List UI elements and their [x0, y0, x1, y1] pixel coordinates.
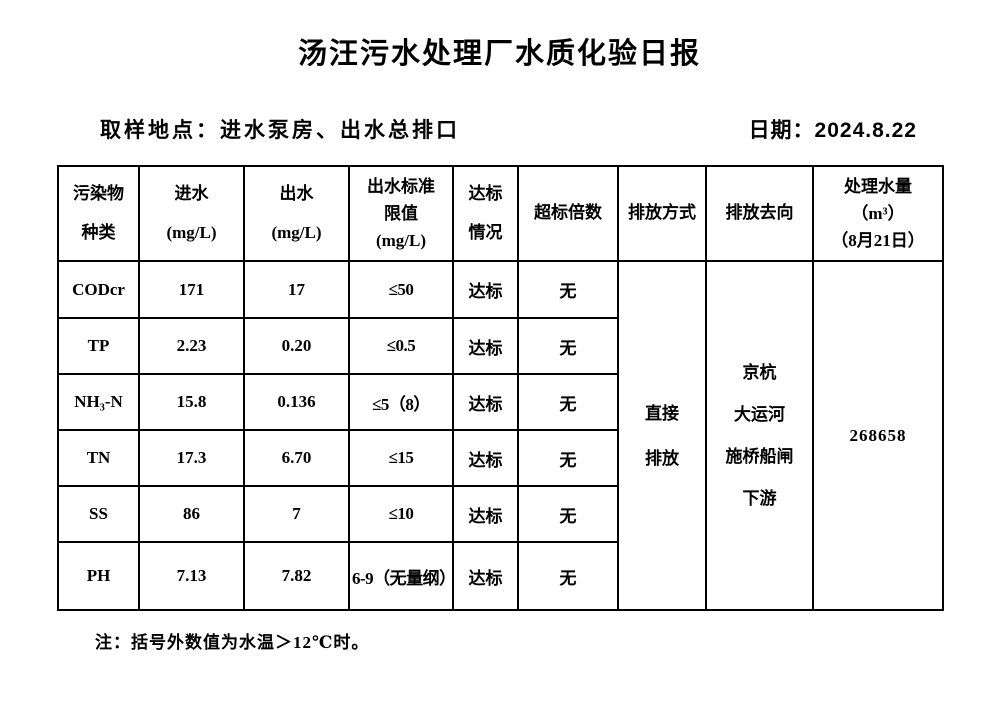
sampling-location: 取样地点：进水泵房、出水总排口 — [100, 119, 460, 142]
cell-influent: 2.23 — [138, 317, 245, 375]
cell-pollutant: TP — [57, 317, 140, 375]
cell-compliance: 达标 — [452, 260, 519, 319]
cell-compliance: 达标 — [452, 429, 519, 487]
cell-effluent: 17 — [243, 260, 350, 319]
cell-influent: 171 — [138, 260, 245, 319]
cell-compliance: 达标 — [452, 373, 519, 431]
cell-limit: ≤5（8） — [348, 373, 454, 431]
cell-compliance: 达标 — [452, 485, 519, 543]
meta-row: 取样地点：进水泵房、出水总排口 日期：2024.8.22 — [0, 114, 999, 144]
cell-limit: 6-9（无量纲） — [348, 541, 454, 611]
header-compliance: 达标 情况 — [452, 165, 519, 262]
table-row-codcr: CODcr 171 17 ≤50 达标 无 直接 排放 京杭 大运河 施桥船闸 … — [57, 260, 944, 611]
report-date: 日期：2024.8.22 — [748, 119, 917, 142]
header-discharge-method: 排放方式 — [617, 165, 707, 262]
table-row-tn: TN 17.3 6.70 ≤15 达标 无 — [57, 429, 943, 487]
table-header-row: 污染物 种类 进水 (mg/L) 出水 (mg/L) 出水标准 限值 (mg/L… — [57, 165, 944, 262]
water-quality-table: 污染物 种类 进水 (mg/L) 出水 (mg/L) 出水标准 限值 (mg/L… — [57, 165, 944, 611]
cell-exceed: 无 — [517, 373, 619, 431]
header-discharge-destination: 排放去向 — [705, 165, 814, 262]
header-treated-volume: 处理水量 （m³） （8月21日） — [812, 165, 944, 262]
cell-treated-volume: 268658 — [812, 260, 944, 611]
header-effluent: 出水 (mg/L) — [243, 165, 350, 262]
cell-exceed: 无 — [517, 429, 619, 487]
cell-influent: 15.8 — [138, 373, 245, 431]
cell-pollutant: CODcr — [57, 260, 140, 319]
cell-limit: ≤15 — [348, 429, 454, 487]
header-exceed-multiple: 超标倍数 — [517, 165, 619, 262]
cell-pollutant: NH₃-N — [57, 373, 140, 431]
header-effluent-limit: 出水标准 限值 (mg/L) — [348, 165, 454, 262]
cell-limit: ≤10 — [348, 485, 454, 543]
cell-effluent: 7.82 — [243, 541, 350, 611]
cell-influent: 7.13 — [138, 541, 245, 611]
cell-influent: 17.3 — [138, 429, 245, 487]
cell-effluent: 6.70 — [243, 429, 350, 487]
header-pollutant-type: 污染物 种类 — [57, 165, 140, 262]
cell-compliance: 达标 — [452, 317, 519, 375]
cell-limit: ≤50 — [348, 260, 454, 319]
cell-exceed: 无 — [517, 317, 619, 375]
cell-compliance: 达标 — [452, 541, 519, 611]
footnote: 注：括号外数值为水温＞12℃时。 — [95, 633, 370, 652]
cell-limit: ≤0.5 — [348, 317, 454, 375]
header-influent: 进水 (mg/L) — [138, 165, 245, 262]
report-title: 汤汪污水处理厂水质化验日报 — [297, 38, 701, 70]
cell-discharge-method: 直接 排放 — [617, 260, 707, 611]
cell-pollutant: PH — [57, 541, 140, 611]
cell-exceed: 无 — [517, 485, 619, 543]
cell-discharge-destination: 京杭 大运河 施桥船闸 下游 — [705, 260, 814, 611]
table-row-nh3n: NH₃-N 15.8 0.136 ≤5（8） 达标 无 — [57, 373, 943, 431]
cell-effluent: 0.136 — [243, 373, 350, 431]
cell-effluent: 0.20 — [243, 317, 350, 375]
cell-influent: 86 — [138, 485, 245, 543]
cell-exceed: 无 — [517, 260, 619, 319]
table-row-tp: TP 2.23 0.20 ≤0.5 达标 无 — [57, 317, 943, 375]
cell-exceed: 无 — [517, 541, 619, 611]
cell-pollutant: TN — [57, 429, 140, 487]
cell-pollutant: SS — [57, 485, 140, 543]
table-row-ph: PH 7.13 7.82 6-9（无量纲） 达标 无 — [57, 541, 943, 611]
report-page: 汤汪污水处理厂水质化验日报 取样地点：进水泵房、出水总排口 日期：2024.8.… — [0, 34, 999, 723]
cell-effluent: 7 — [243, 485, 350, 543]
table-row-ss: SS 86 7 ≤10 达标 无 — [57, 485, 943, 543]
